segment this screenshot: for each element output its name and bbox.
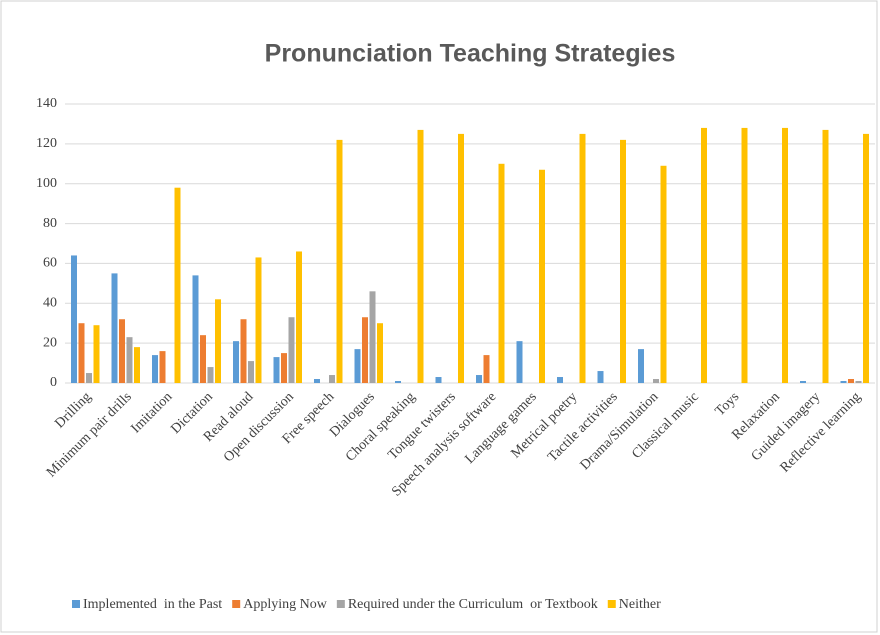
bar — [126, 337, 133, 383]
bar — [248, 361, 254, 383]
bar — [800, 381, 806, 383]
y-tick-label: 0 — [50, 375, 57, 390]
legend-label: Implemented in the Past — [83, 597, 222, 612]
legend-swatch — [232, 600, 241, 608]
bar — [840, 381, 847, 383]
bar — [435, 377, 442, 383]
bar — [159, 351, 166, 383]
legend-label: Applying Now — [243, 597, 328, 612]
bar — [152, 355, 158, 383]
bar — [215, 299, 221, 383]
bar — [207, 367, 214, 383]
bar — [200, 335, 206, 383]
bar — [296, 251, 302, 383]
bar — [273, 357, 280, 383]
bar — [192, 275, 199, 383]
bar — [660, 165, 667, 383]
bar — [281, 353, 287, 383]
legend-swatch — [72, 600, 80, 608]
bar — [134, 347, 140, 383]
bar — [395, 381, 401, 383]
bar — [369, 291, 376, 383]
y-tick-label: 80 — [43, 216, 57, 231]
bar — [71, 255, 77, 383]
bar — [638, 349, 644, 383]
bar — [579, 133, 586, 383]
bar — [314, 379, 320, 383]
chart-title: Pronunciation Teaching Strategies — [265, 40, 676, 68]
bar — [516, 341, 523, 383]
legend-label: Required under the Curriculum or Textboo… — [348, 597, 598, 612]
y-tick-label: 20 — [43, 335, 57, 350]
bar — [476, 375, 482, 383]
bar — [119, 319, 125, 383]
y-tick-label: 60 — [43, 256, 57, 271]
y-tick-label: 120 — [36, 136, 57, 151]
bar — [336, 139, 343, 383]
y-tick-label: 140 — [36, 96, 57, 111]
bar — [111, 273, 118, 383]
bar — [701, 127, 707, 384]
legend-swatch — [336, 600, 345, 608]
bar — [377, 323, 383, 383]
bar — [539, 169, 545, 383]
bar — [483, 355, 490, 383]
bar — [78, 323, 85, 383]
bar — [822, 129, 829, 383]
legend-label: Neither — [619, 597, 661, 612]
y-tick-label: 100 — [36, 176, 57, 191]
bar — [354, 349, 361, 383]
bar — [848, 379, 854, 383]
bar — [233, 341, 239, 383]
y-tick-label: 40 — [43, 296, 57, 311]
legend-swatch — [607, 600, 616, 608]
bar — [362, 317, 368, 383]
bar — [458, 133, 464, 383]
bar — [855, 381, 862, 383]
bar — [174, 187, 181, 383]
bar — [93, 325, 100, 383]
bar — [288, 317, 295, 383]
bar — [557, 377, 563, 383]
bar — [653, 379, 659, 383]
bar — [329, 375, 335, 383]
bar — [498, 163, 505, 383]
bar — [741, 127, 748, 384]
bar — [255, 257, 262, 383]
bar — [240, 319, 247, 383]
bar — [863, 133, 869, 383]
bar — [86, 373, 92, 383]
bar — [417, 129, 424, 383]
bar — [597, 371, 604, 383]
bar — [620, 139, 626, 383]
bar — [782, 127, 788, 384]
